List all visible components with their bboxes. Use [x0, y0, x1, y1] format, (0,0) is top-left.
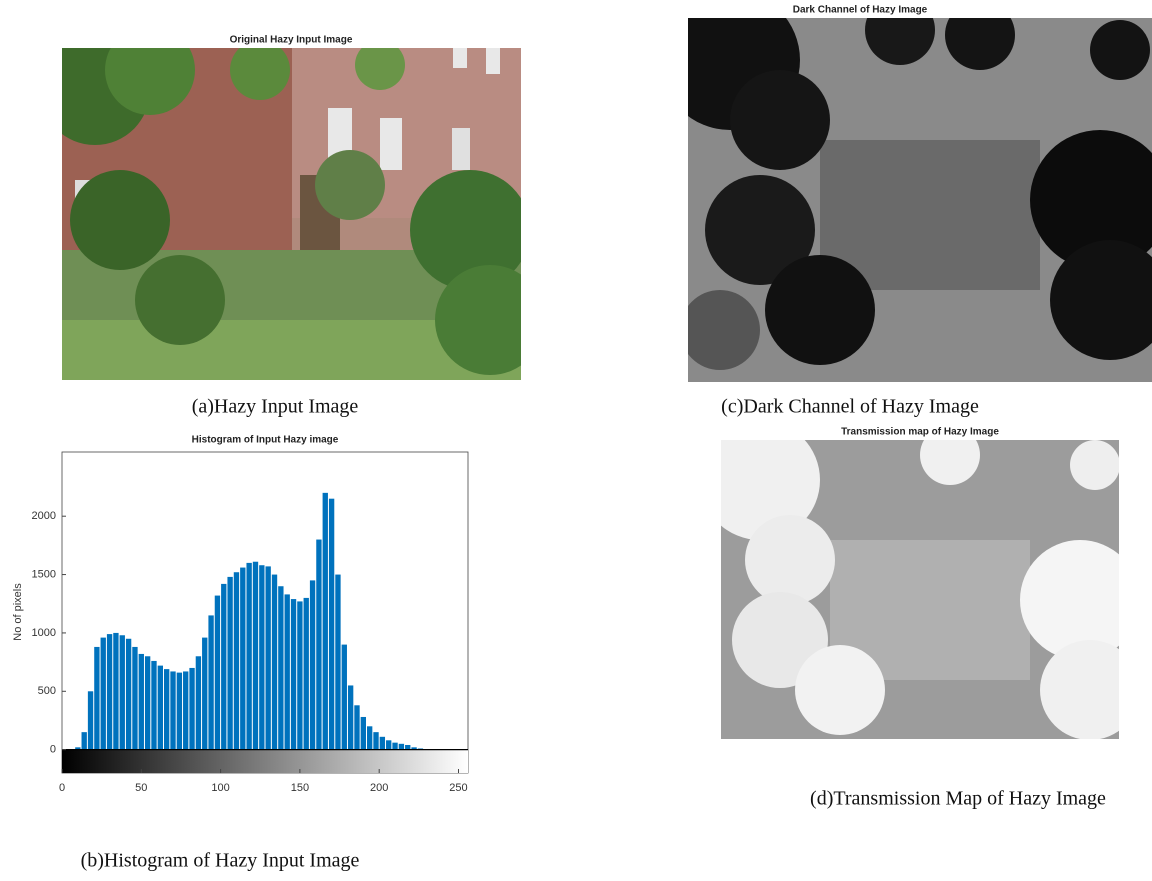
bar — [113, 633, 118, 750]
caption: (a)Hazy Input Image — [192, 396, 359, 418]
bar — [88, 691, 93, 749]
bar — [234, 572, 239, 749]
bar — [94, 647, 99, 750]
y-axis-label: No of pixels — [12, 583, 24, 641]
bar — [196, 656, 201, 749]
dark-channel-image — [660, 0, 1152, 382]
bar — [132, 647, 137, 750]
bar — [348, 685, 353, 749]
bar — [101, 638, 106, 750]
bar — [259, 565, 264, 749]
bar — [189, 668, 194, 750]
bar — [164, 669, 169, 750]
bar — [342, 645, 347, 750]
bar — [316, 540, 321, 750]
bar — [367, 726, 372, 749]
bar — [304, 598, 309, 750]
bar — [126, 639, 131, 750]
bar — [107, 634, 112, 750]
chart-title: Histogram of Input Hazy image — [192, 435, 339, 446]
bar — [392, 743, 397, 750]
bar — [158, 666, 163, 750]
bar — [120, 635, 125, 749]
bar — [253, 562, 258, 750]
panel-title: Transmission map of Hazy Image — [841, 427, 999, 438]
y-tick-label: 0 — [50, 744, 56, 756]
bar — [221, 584, 226, 750]
bar — [246, 563, 251, 750]
bar — [215, 596, 220, 750]
bar — [310, 580, 315, 749]
bar — [380, 737, 385, 750]
bar — [170, 671, 175, 749]
bar — [291, 599, 296, 750]
bar — [335, 575, 340, 750]
transmission-image — [700, 420, 1140, 740]
bar — [373, 732, 378, 750]
bar — [323, 493, 328, 750]
panel-title: Dark Channel of Hazy Image — [793, 5, 928, 16]
bar — [145, 656, 150, 749]
bar — [405, 745, 410, 750]
x-tick-label: 150 — [291, 782, 309, 794]
x-tick-label: 200 — [370, 782, 388, 794]
bar — [266, 566, 271, 749]
bar — [272, 575, 277, 750]
y-tick-label: 1500 — [32, 568, 56, 580]
y-tick-label: 1000 — [32, 627, 56, 639]
bar — [386, 740, 391, 749]
panel-title: Original Hazy Input Image — [230, 35, 353, 46]
bar — [285, 594, 290, 749]
caption: (c)Dark Channel of Hazy Image — [721, 396, 979, 418]
y-tick-label: 500 — [38, 685, 56, 697]
bar — [278, 586, 283, 749]
colorbar — [62, 750, 468, 773]
y-tick-label: 2000 — [32, 510, 56, 522]
bar — [361, 717, 366, 750]
x-tick-label: 250 — [449, 782, 467, 794]
figure: Original Hazy Input Image (a)Hazy Input … — [0, 0, 1152, 881]
bar — [354, 705, 359, 749]
caption: (d)Transmission Map of Hazy Image — [810, 788, 1106, 810]
bar — [183, 671, 188, 749]
x-tick-label: 50 — [135, 782, 147, 794]
bar — [202, 638, 207, 750]
x-tick-label: 0 — [59, 782, 65, 794]
bar — [399, 744, 404, 750]
caption: (b)Histogram of Hazy Input Image — [81, 850, 360, 872]
bar — [139, 654, 144, 750]
bar — [151, 661, 156, 750]
bar — [177, 673, 182, 750]
bar — [82, 732, 87, 750]
bar — [208, 615, 213, 749]
x-tick-label: 100 — [211, 782, 229, 794]
bar — [297, 601, 302, 749]
bar — [329, 499, 334, 750]
hazy-image — [40, 25, 545, 380]
bar — [240, 568, 245, 750]
bar — [227, 577, 232, 750]
